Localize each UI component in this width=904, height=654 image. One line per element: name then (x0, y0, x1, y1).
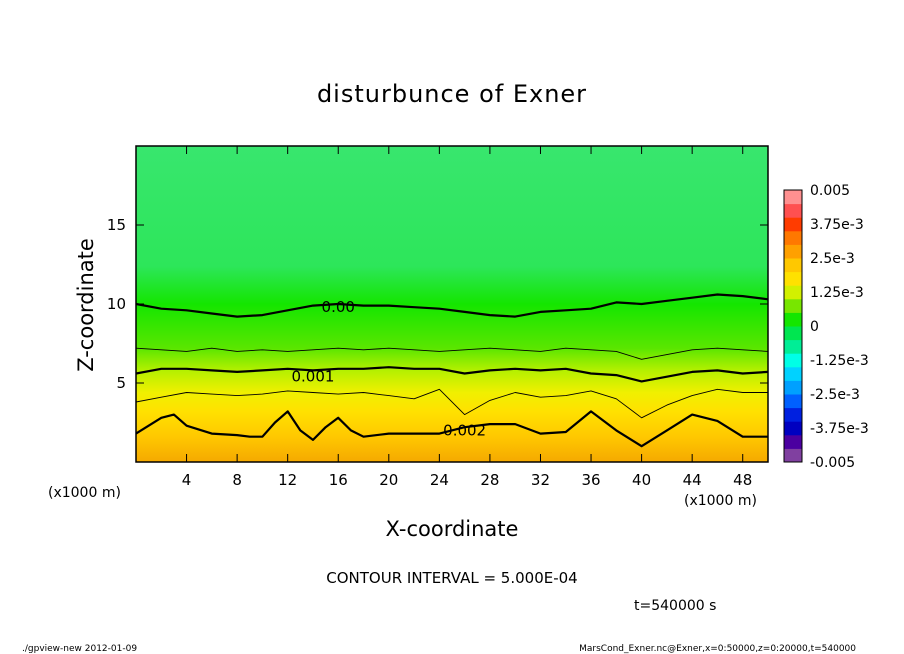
colorbar-swatch (784, 434, 802, 449)
colorbar-swatch (784, 244, 802, 259)
y-axis-label: Z-coordinate (74, 238, 98, 372)
x-tick-label: 32 (531, 471, 550, 489)
contour-lines (136, 293, 768, 448)
x-tick-label: 44 (683, 471, 702, 489)
colorbar-swatch (784, 353, 802, 368)
contour-label: 0.00 (322, 298, 355, 316)
colorbar-swatch (784, 407, 802, 422)
y-tick-label: 10 (107, 295, 126, 313)
footer-left: ./gpview-new 2012-01-09 (22, 644, 137, 654)
colorbar-swatch (784, 217, 802, 232)
x-axis-ticks: 4 8 12 16 20 24 28 32 36 40 44 48 (182, 146, 752, 489)
colorbar-swatch (784, 394, 802, 409)
y-tick-label: 15 (107, 216, 126, 234)
colorbar-label: 1.25e-3 (810, 285, 864, 301)
contour-labels: 0.00 0.001 0.002 (291, 298, 486, 439)
colorbar-swatch (784, 298, 802, 313)
plot-area (136, 146, 768, 462)
chart-title: disturbunce of Exner (317, 80, 587, 108)
x-tick-label: 4 (182, 471, 192, 489)
colorbar-swatch (784, 203, 802, 218)
contour-label: 0.001 (291, 368, 334, 386)
x-tick-label: 48 (733, 471, 752, 489)
colorbar-swatch (784, 366, 802, 381)
colorbar-label: 3.75e-3 (810, 217, 864, 233)
time-stamp: t=540000 s (634, 598, 716, 614)
colorbar-label: 0.005 (810, 183, 850, 199)
y-axis-ticks: 5 10 15 (107, 216, 768, 392)
x-tick-label: 8 (232, 471, 242, 489)
colorbar-label: 0 (810, 319, 819, 335)
x-tick-label: 12 (278, 471, 297, 489)
x-tick-label: 16 (329, 471, 348, 489)
colorbar-label: -1.25e-3 (810, 353, 869, 369)
colorbar-swatch (784, 312, 802, 327)
x-tick-label: 28 (480, 471, 499, 489)
colorbar-swatch (784, 448, 802, 463)
contour-line (136, 366, 768, 383)
contour-line (136, 293, 768, 318)
colorbar-swatch (784, 285, 802, 300)
y-unit-label: (x1000 m) (48, 485, 121, 501)
x-tick-label: 24 (430, 471, 449, 489)
colorbar-frame (783, 189, 803, 463)
colorbar-swatch (784, 339, 802, 354)
x-tick-label: 36 (581, 471, 600, 489)
colorbar-label: 2.5e-3 (810, 251, 855, 267)
colorbar-label: -0.005 (810, 455, 855, 471)
x-tick-label: 20 (379, 471, 398, 489)
y-tick-label: 5 (116, 374, 126, 392)
x-tick-label: 40 (632, 471, 651, 489)
colorbar-swatch (784, 230, 802, 245)
colorbar-swatch (784, 380, 802, 395)
contour-line (136, 388, 768, 419)
colorbar-swatch (784, 271, 802, 286)
colorbar-swatch (784, 258, 802, 273)
x-axis-label: X-coordinate (386, 517, 519, 541)
colorbar-swatch (784, 190, 802, 205)
colorbar-label: -2.5e-3 (810, 387, 860, 403)
contour-interval-note: CONTOUR INTERVAL = 5.000E-04 (326, 569, 577, 587)
field-background (136, 146, 768, 462)
x-unit-label: (x1000 m) (684, 493, 757, 509)
footer-right: MarsCond_Exner.nc@Exner,x=0:50000,z=0:20… (579, 644, 856, 654)
colorbar-swatch (784, 326, 802, 341)
contour-label: 0.002 (443, 421, 486, 439)
colorbar: 0.005 3.75e-3 2.5e-3 1.25e-3 0 -1.25e-3 -2.5e-… (783, 183, 869, 471)
contour-line (136, 347, 768, 360)
contour-line (136, 410, 768, 448)
colorbar-swatch (784, 421, 802, 436)
colorbar-label: -3.75e-3 (810, 421, 869, 437)
